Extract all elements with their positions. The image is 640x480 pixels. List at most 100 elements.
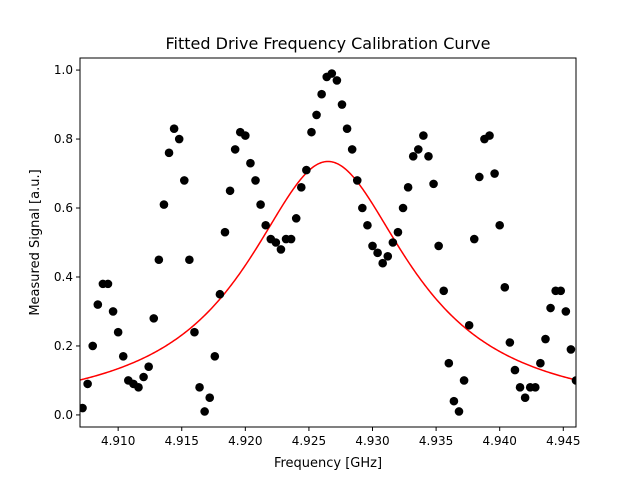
data-point [520,393,530,402]
data-point [302,165,311,175]
plot-area [80,69,576,416]
data-point [444,358,454,368]
data-point [144,362,153,371]
data-point [88,341,98,351]
data-point [246,158,255,168]
y-axis: 0.0 0.2 0.4 0.6 0.8 1.0 [54,63,80,422]
data-point [108,307,118,316]
fit-curve [80,160,576,381]
x-axis: 4.910 4.915 4.920 4.925 4.930 4.935 4.940 4.945 [101,427,580,448]
data-point [271,238,281,247]
data-point [190,327,199,337]
data-point [312,110,321,120]
data-point [291,214,301,223]
data-point [500,283,510,292]
data-point [195,383,204,392]
data-point [174,134,184,144]
data-point [373,248,382,258]
data-point [134,383,143,392]
data-point [403,183,413,192]
data-point [393,227,403,237]
data-point [541,334,550,344]
data-point [388,238,398,247]
x-tick-label: 4.925 [292,434,326,448]
data-point [103,279,113,289]
data-point [434,241,443,251]
data-point [337,100,347,109]
data-point [179,176,189,185]
y-tick-label: 0.4 [54,270,73,284]
data-point [561,307,571,316]
data-point [368,241,377,251]
data-point [342,124,352,133]
y-tick-label: 0.0 [54,408,73,422]
data-point [276,245,286,254]
y-axis-label: Measured Signal [a.u.] [28,169,43,315]
data-point [505,338,515,347]
data-point [296,183,306,192]
data-point [424,151,433,161]
data-point [490,169,499,178]
data-point [317,89,326,99]
data-point [495,220,504,230]
data-point [118,352,128,361]
data-point [378,258,387,268]
data-point [327,69,337,78]
data-point [210,352,220,361]
data-point [352,176,362,185]
data-point [408,151,418,161]
data-point [347,145,357,154]
data-point [205,393,215,402]
data-point [566,345,576,354]
data-point [149,314,159,323]
data-point [164,148,174,158]
data-point [230,145,240,154]
data-point [439,286,449,296]
x-axis-label: Frequency [GHz] [274,456,382,471]
data-point [154,255,164,265]
data-point [93,300,103,309]
x-tick-label: 4.945 [546,434,580,448]
x-tick-label: 4.910 [101,434,135,448]
data-point [475,172,484,182]
data-point [332,76,342,85]
data-point [459,376,469,385]
data-point [419,131,428,140]
chart-title: Fitted Drive Frequency Calibration Curve [166,34,491,53]
data-point [307,127,316,137]
data-point [464,320,474,330]
data-point [571,376,576,385]
data-point [531,383,540,392]
y-tick-label: 1.0 [54,63,73,77]
data-point [454,407,464,416]
data-point [546,303,555,313]
data-point [536,358,545,368]
x-tick-label: 4.930 [355,434,389,448]
data-point [215,289,225,299]
data-point [139,372,148,382]
data-point [83,379,92,389]
plot-frame [79,57,577,428]
data-point [449,396,459,406]
data-point [169,124,179,133]
x-tick-label: 4.920 [228,434,262,448]
data-point [241,131,250,140]
data-point [358,203,367,213]
y-tick-label: 0.2 [54,339,73,353]
data-point [185,255,194,265]
data-point [383,251,393,261]
data-point [398,203,408,213]
data-point [469,234,479,244]
data-point [225,186,235,196]
data-point [515,383,525,392]
y-tick-label: 0.6 [54,201,73,215]
x-tick-label: 4.935 [419,434,453,448]
data-point [510,365,520,375]
y-tick-label: 0.8 [54,132,73,146]
data-point [429,179,438,189]
data-point [159,200,169,209]
data-point [485,131,494,140]
data-point [80,403,87,413]
